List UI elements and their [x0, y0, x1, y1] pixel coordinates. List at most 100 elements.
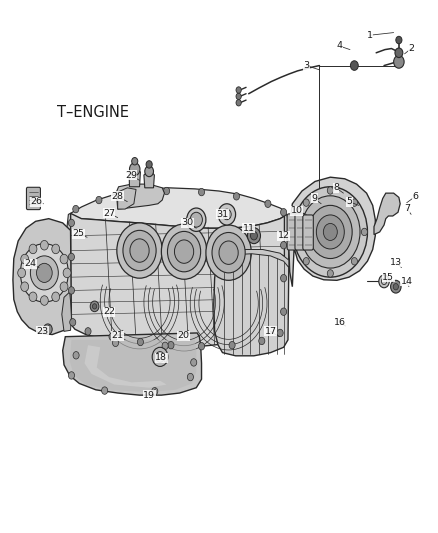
Circle shape: [109, 333, 115, 341]
Circle shape: [303, 199, 309, 206]
Text: 4: 4: [336, 42, 342, 51]
Circle shape: [146, 161, 152, 168]
Circle shape: [212, 232, 245, 273]
Circle shape: [161, 224, 207, 279]
Circle shape: [130, 239, 149, 262]
Circle shape: [43, 324, 52, 335]
Text: 20: 20: [177, 331, 189, 340]
Circle shape: [391, 280, 401, 293]
Circle shape: [293, 228, 299, 236]
Circle shape: [113, 339, 119, 346]
Circle shape: [138, 338, 144, 346]
Circle shape: [223, 209, 231, 220]
Text: 10: 10: [291, 206, 303, 215]
Text: 28: 28: [112, 192, 124, 201]
Circle shape: [323, 223, 337, 240]
Circle shape: [130, 163, 140, 175]
Circle shape: [393, 284, 399, 290]
Circle shape: [236, 93, 241, 100]
Circle shape: [281, 308, 287, 316]
Circle shape: [394, 55, 404, 68]
Circle shape: [277, 329, 283, 337]
Circle shape: [70, 319, 76, 326]
Polygon shape: [70, 340, 196, 392]
Text: 7: 7: [404, 204, 410, 213]
Circle shape: [300, 196, 360, 268]
FancyBboxPatch shape: [295, 214, 305, 250]
Polygon shape: [118, 188, 136, 209]
Circle shape: [236, 87, 241, 93]
Text: 26: 26: [31, 197, 42, 206]
Circle shape: [281, 274, 287, 282]
Circle shape: [361, 228, 367, 236]
Circle shape: [351, 199, 357, 206]
Circle shape: [63, 268, 71, 278]
Circle shape: [20, 244, 68, 302]
Circle shape: [162, 342, 168, 350]
Circle shape: [236, 100, 241, 106]
Text: 16: 16: [334, 318, 346, 327]
Circle shape: [168, 342, 174, 349]
Text: 27: 27: [103, 209, 115, 218]
Text: 11: 11: [243, 224, 254, 233]
Text: 1: 1: [367, 31, 373, 40]
Polygon shape: [71, 213, 285, 346]
Circle shape: [265, 200, 271, 207]
Circle shape: [145, 166, 153, 176]
Circle shape: [129, 189, 135, 197]
Circle shape: [123, 230, 156, 271]
Circle shape: [251, 231, 258, 240]
Circle shape: [198, 343, 205, 350]
Text: 13: 13: [390, 258, 402, 266]
Polygon shape: [218, 249, 289, 268]
Polygon shape: [13, 219, 71, 335]
Text: 6: 6: [413, 192, 418, 201]
Polygon shape: [285, 214, 289, 324]
Text: 23: 23: [36, 327, 48, 336]
Polygon shape: [117, 184, 164, 209]
Circle shape: [190, 212, 202, 227]
Circle shape: [395, 48, 403, 58]
Circle shape: [351, 257, 357, 265]
Circle shape: [350, 61, 358, 70]
Circle shape: [281, 241, 287, 249]
Circle shape: [68, 372, 74, 379]
Polygon shape: [63, 333, 201, 395]
Circle shape: [90, 301, 99, 312]
Circle shape: [379, 275, 389, 288]
Text: 25: 25: [72, 229, 85, 238]
Circle shape: [21, 254, 28, 264]
Circle shape: [60, 282, 68, 292]
Polygon shape: [289, 177, 375, 287]
Polygon shape: [62, 292, 71, 332]
Text: 17: 17: [265, 327, 276, 336]
Circle shape: [21, 282, 28, 292]
Text: 12: 12: [278, 231, 290, 240]
Circle shape: [96, 196, 102, 204]
Text: 14: 14: [401, 277, 413, 286]
Text: 19: 19: [143, 391, 155, 400]
Text: 30: 30: [181, 219, 194, 228]
Circle shape: [218, 204, 236, 225]
Circle shape: [187, 373, 194, 381]
Circle shape: [174, 240, 194, 263]
Circle shape: [60, 254, 68, 264]
Text: T–ENGINE: T–ENGINE: [57, 105, 130, 120]
Polygon shape: [144, 172, 154, 188]
Polygon shape: [374, 193, 400, 235]
Circle shape: [117, 223, 162, 278]
Text: 2: 2: [408, 44, 414, 53]
Circle shape: [132, 158, 138, 165]
Text: 29: 29: [125, 171, 137, 180]
FancyBboxPatch shape: [26, 187, 40, 209]
Circle shape: [152, 348, 168, 367]
Circle shape: [29, 292, 37, 302]
Circle shape: [40, 240, 48, 250]
Circle shape: [40, 296, 48, 305]
Circle shape: [281, 208, 287, 216]
Circle shape: [73, 352, 79, 359]
FancyBboxPatch shape: [287, 214, 297, 250]
Circle shape: [30, 256, 58, 290]
Text: 3: 3: [303, 61, 309, 70]
Circle shape: [29, 244, 37, 254]
